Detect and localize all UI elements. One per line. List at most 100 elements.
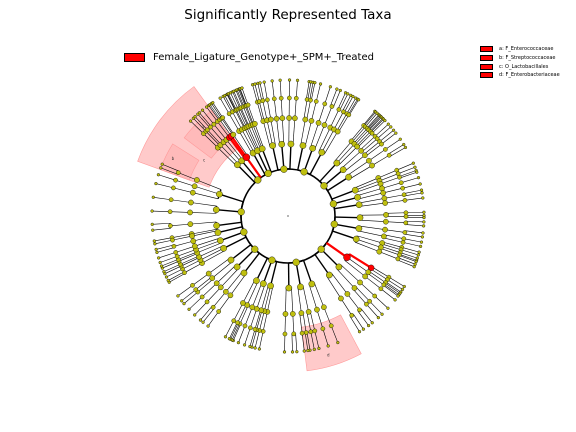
branch: [279, 80, 282, 99]
branch: [235, 110, 245, 129]
branch: [211, 103, 222, 119]
branch: [367, 115, 380, 130]
branch: [370, 268, 388, 280]
taxon-node: [335, 263, 343, 271]
taxon-node: [312, 328, 318, 334]
branch: [230, 274, 246, 296]
branch: [302, 312, 307, 333]
taxon-node: [381, 282, 387, 288]
taxon-node: [278, 95, 284, 101]
branch: [368, 117, 382, 131]
branch: [232, 91, 241, 109]
branch: [228, 93, 237, 111]
branch: [292, 118, 296, 145]
root-node: [287, 215, 289, 217]
taxon-node: [205, 105, 209, 109]
taxon-node: [362, 152, 368, 159]
branch: [208, 105, 220, 121]
taxon-node: [189, 233, 195, 239]
taxon-node: [290, 311, 296, 317]
taxa-legend-swatch: [480, 72, 493, 79]
branch: [398, 257, 416, 265]
branch: [381, 246, 401, 253]
branch: [336, 268, 355, 289]
branch: [153, 196, 172, 201]
branch: [218, 295, 231, 312]
taxon-node: [253, 346, 257, 350]
branch: [212, 291, 227, 308]
branch: [340, 298, 353, 316]
class-legend: Female_Ligature_Genotype+_SPM+_Treated: [124, 51, 374, 63]
branch: [195, 240, 221, 250]
taxon-node: [336, 340, 340, 345]
taxon-node: [187, 307, 191, 311]
taxon-node: [367, 298, 372, 304]
taxa-legend-item-c: c: O_Lactobacillales: [480, 62, 560, 71]
taxon-node: [397, 252, 402, 258]
taxon-node: [194, 177, 200, 183]
branch: [256, 284, 266, 309]
taxon-node: [154, 247, 158, 252]
taxon-node: [402, 198, 408, 203]
taxon-node: [240, 300, 246, 306]
branch: [402, 242, 421, 247]
taxon-node: [403, 210, 409, 216]
branch: [236, 109, 246, 129]
taxon-node: [336, 107, 342, 112]
branch: [403, 238, 422, 243]
taxon-node: [305, 309, 312, 315]
taxon-node: [154, 182, 158, 186]
taxon-node: [260, 280, 267, 287]
branch: [365, 143, 382, 157]
taxon-node: [151, 195, 155, 199]
branch: [285, 287, 287, 314]
branch: [269, 261, 278, 287]
branch: [256, 150, 269, 174]
branch: [224, 95, 234, 112]
branch: [360, 308, 373, 323]
branch: [306, 100, 311, 120]
branch: [383, 187, 403, 194]
taxon-node: [182, 302, 186, 306]
taxon-node: [180, 299, 184, 303]
branch: [396, 162, 414, 171]
branch: [315, 83, 321, 102]
branch: [359, 202, 386, 207]
taxon-node: [162, 270, 166, 274]
taxon-node: [386, 306, 390, 310]
branch: [200, 248, 224, 261]
branch: [344, 155, 366, 172]
branch: [248, 126, 260, 151]
branch: [371, 120, 386, 134]
branch: [358, 198, 385, 204]
taxon-node: [199, 294, 205, 300]
taxon-node: [308, 329, 314, 335]
branch: [336, 113, 348, 132]
branch: [349, 316, 360, 332]
branch: [216, 209, 242, 213]
taxon-node: [355, 225, 363, 232]
taxon-node: [168, 223, 173, 229]
significant-node: [343, 253, 351, 261]
branch: [384, 194, 405, 199]
branch: [370, 119, 384, 133]
taxa-legend-item-b: b: F_Streptococcaceae: [480, 54, 560, 63]
taxon-node: [330, 220, 338, 228]
taxon-node: [345, 173, 352, 181]
branch: [385, 200, 405, 204]
taxon-node: [251, 245, 259, 253]
taxa-legend-text: b: F_Streptococcaceae: [499, 55, 556, 62]
taxon-node: [295, 350, 299, 354]
taxon-node: [365, 269, 372, 276]
taxon-node: [321, 122, 328, 128]
branch: [353, 314, 364, 330]
branch: [294, 98, 297, 119]
taxon-node: [382, 226, 388, 233]
taxon-node: [403, 214, 409, 219]
branch: [385, 139, 401, 150]
branch: [219, 97, 230, 114]
branch: [212, 261, 233, 279]
taxon-node: [187, 221, 194, 227]
branch: [227, 94, 236, 111]
branch: [306, 81, 310, 100]
